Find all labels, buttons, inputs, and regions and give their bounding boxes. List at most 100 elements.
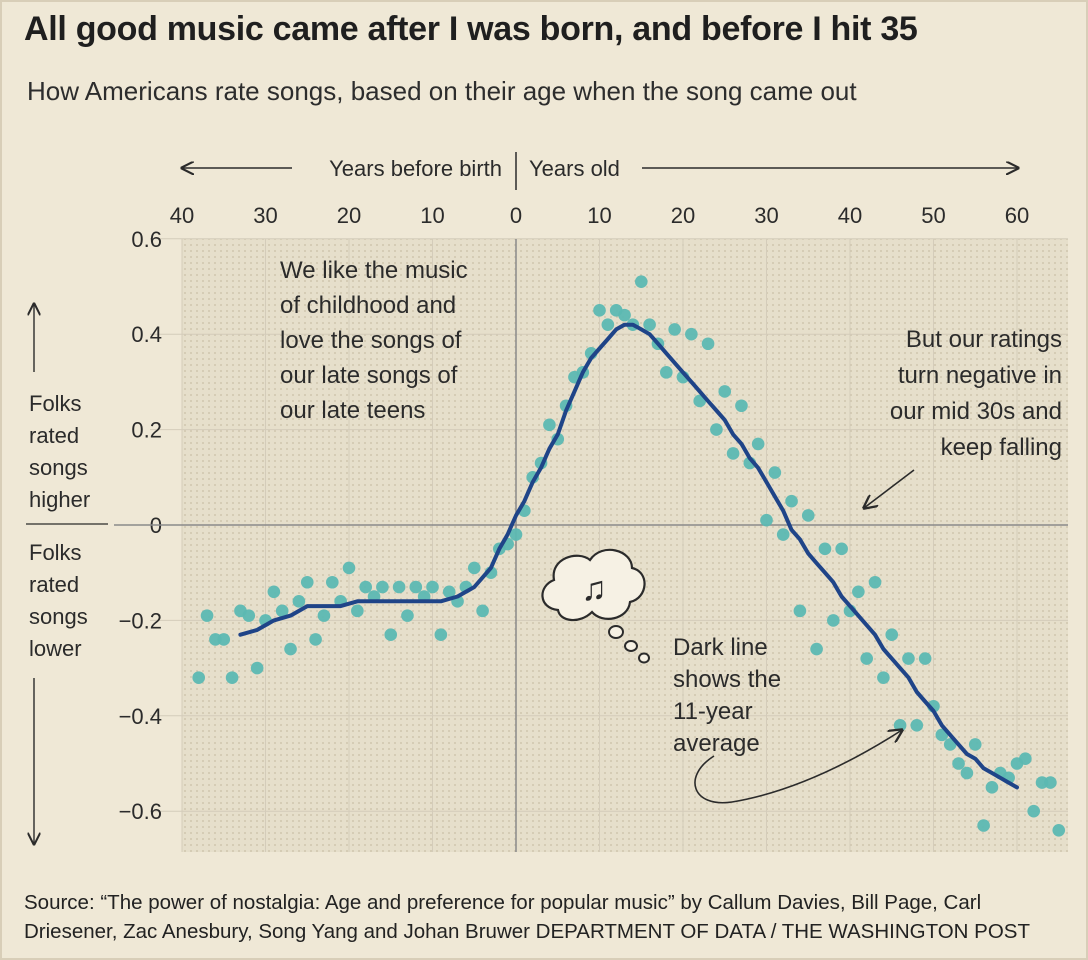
x-tick-label: 30 bbox=[253, 203, 277, 228]
rating-dot bbox=[384, 628, 398, 642]
rating-dot bbox=[593, 304, 606, 317]
rating-dot bbox=[735, 399, 748, 413]
side-up-line-1: Folks bbox=[29, 391, 82, 416]
childhood-line-1: We like the music bbox=[280, 257, 468, 284]
average-arrow bbox=[694, 730, 902, 804]
rating-dot bbox=[326, 575, 339, 589]
average-line-3: 11-year bbox=[673, 698, 753, 725]
rating-dot bbox=[818, 542, 832, 556]
rating-dot bbox=[267, 585, 281, 599]
y-tick-label: −0.2 bbox=[119, 608, 162, 633]
rating-dot bbox=[877, 671, 890, 684]
childhood-line-3: love the songs of bbox=[280, 327, 462, 354]
rating-dot bbox=[217, 633, 231, 646]
rating-dot bbox=[200, 609, 214, 622]
x-tick-label: 60 bbox=[1005, 203, 1029, 228]
side-up-line-3: songs bbox=[29, 455, 88, 480]
x-tick-label: 30 bbox=[754, 203, 778, 228]
axes: 40 30 20 10 0 10 20 30 40 50 600.60.40.20−0.2−0.4−… bbox=[114, 203, 1068, 852]
rating-dot bbox=[977, 819, 990, 832]
rating-dot bbox=[643, 318, 656, 331]
rating-dot bbox=[827, 614, 840, 627]
rating-dot bbox=[1027, 804, 1040, 818]
decline-line-3: our mid 30s and bbox=[890, 398, 1062, 425]
rating-dot bbox=[601, 318, 615, 331]
rating-dot bbox=[409, 580, 423, 594]
y-tick-label: −0.6 bbox=[119, 799, 162, 824]
rating-dot bbox=[284, 642, 297, 656]
rating-dot bbox=[401, 609, 414, 622]
grid bbox=[150, 238, 1068, 852]
x-caption-left: Years before birth bbox=[329, 156, 502, 181]
decline-arrow bbox=[864, 469, 915, 508]
side-up-line-4: higher bbox=[29, 487, 90, 512]
rating-dot bbox=[1052, 823, 1066, 837]
x-tick-label: 20 bbox=[337, 203, 361, 228]
x-caption-right: Years old bbox=[529, 156, 620, 181]
rating-dot bbox=[968, 738, 982, 751]
rating-dot bbox=[618, 308, 631, 322]
rating-dot bbox=[275, 604, 289, 618]
cloud-icon bbox=[541, 548, 646, 622]
rating-dot bbox=[910, 719, 924, 732]
rating-dot bbox=[751, 437, 765, 451]
decline-line-2: turn negative in bbox=[898, 362, 1062, 389]
average-line-1: Dark line bbox=[673, 634, 768, 661]
source-note: Source: “The power of nostalgia: Age and… bbox=[24, 891, 1031, 943]
rating-dot bbox=[918, 652, 932, 665]
rating-dot bbox=[801, 509, 815, 522]
rating-dot bbox=[660, 366, 673, 379]
chart-subtitle: How Americans rate songs, based on their… bbox=[27, 76, 857, 106]
rating-dot bbox=[985, 781, 999, 794]
side-up-line-2: rated bbox=[29, 423, 79, 448]
average-line-4: average bbox=[673, 730, 760, 757]
rating-dot bbox=[342, 561, 356, 575]
rating-dot bbox=[902, 652, 915, 665]
y-tick-label: −0.4 bbox=[119, 704, 162, 729]
music-note-icon: ♫ bbox=[581, 570, 607, 608]
rating-dot bbox=[776, 528, 790, 541]
rating-dot bbox=[543, 418, 556, 432]
y-tick-label: 0.6 bbox=[131, 227, 162, 252]
rating-dot bbox=[835, 542, 848, 556]
chart-title: All good music came after I was born, an… bbox=[24, 10, 918, 48]
rating-dot bbox=[309, 633, 322, 646]
rating-dot bbox=[785, 494, 798, 508]
rating-dot bbox=[860, 652, 873, 665]
rating-dot bbox=[426, 580, 439, 594]
y-tick-label: 0.4 bbox=[131, 322, 162, 347]
childhood-line-4: our late songs of bbox=[280, 362, 458, 389]
average-line-2: shows the bbox=[673, 666, 781, 693]
chart-plot: 40 30 20 10 0 10 20 30 40 50 600.60.40.20−0.2−0.4−… bbox=[26, 152, 1068, 852]
rating-dot bbox=[893, 719, 907, 732]
rating-dot bbox=[192, 671, 205, 684]
decline-line-4: keep falling bbox=[941, 434, 1062, 461]
annotation-childhood: We like the music of childhood and love … bbox=[280, 257, 468, 424]
rating-dot bbox=[292, 595, 306, 608]
x-tick-label: 10 bbox=[420, 203, 444, 228]
annotation-average: Dark line shows the 11-year average bbox=[673, 634, 902, 804]
side-down-line-2: rated bbox=[29, 572, 79, 597]
x-tick-label: 10 bbox=[587, 203, 611, 228]
rating-dot bbox=[726, 447, 740, 460]
rating-dot bbox=[242, 609, 256, 622]
x-axis-caption: Years before birth Years old bbox=[182, 152, 1018, 190]
x-tick-label: 20 bbox=[671, 203, 695, 228]
rating-dot bbox=[300, 575, 314, 589]
rating-dot bbox=[225, 671, 239, 684]
y-axis-side-label: Folks rated songs higher Folks rated son… bbox=[26, 304, 108, 844]
x-tick-label: 40 bbox=[170, 203, 194, 228]
rating-dot bbox=[1019, 752, 1032, 766]
childhood-line-2: of childhood and bbox=[280, 292, 456, 319]
rating-dot bbox=[885, 628, 899, 642]
side-down-line-3: songs bbox=[29, 604, 88, 629]
rating-dot bbox=[434, 628, 448, 642]
rating-dot bbox=[852, 585, 865, 599]
x-tick-label: 50 bbox=[921, 203, 945, 228]
rating-dot bbox=[810, 642, 823, 656]
rating-dot bbox=[250, 661, 264, 675]
rating-dot bbox=[868, 575, 882, 589]
rating-dot bbox=[1044, 776, 1057, 789]
rating-dot bbox=[376, 580, 389, 594]
